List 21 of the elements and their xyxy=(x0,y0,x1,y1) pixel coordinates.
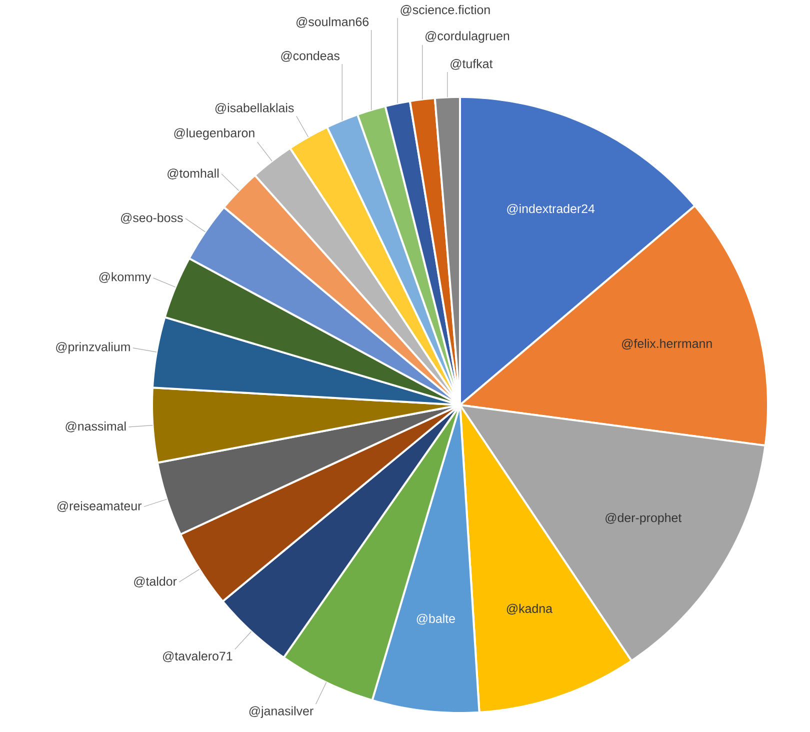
slice-label: @der-prophet xyxy=(606,512,682,525)
slice-label: @tufkat xyxy=(450,59,493,70)
slice-label: @tavalero71 xyxy=(163,651,232,662)
slice-label: @janasilver xyxy=(249,706,314,718)
slice-label: @felix.herrmann xyxy=(622,338,712,350)
slice-label: @kommy xyxy=(99,272,152,284)
slice-label: @nassimal xyxy=(66,422,126,432)
slice-label: @soulman66 xyxy=(296,17,369,28)
slice-label: @science.fiction xyxy=(400,5,490,16)
slice-label: @condeas xyxy=(281,51,340,62)
slice-label: @prinzvalium xyxy=(56,342,130,354)
slice-label: @tomhall xyxy=(168,168,219,180)
slice-label: @cordulagruen xyxy=(426,31,510,43)
slice-label: @balte xyxy=(416,614,455,625)
slice-label: @indextrader24 xyxy=(507,204,595,215)
slice-label: @luegenbaron xyxy=(174,128,254,140)
slice-label: @kadna xyxy=(506,604,552,615)
slice-label: @seo-boss xyxy=(121,213,183,224)
slice-label: @isabellaklais xyxy=(215,103,294,114)
slice-label: @reiseamateur xyxy=(57,501,142,512)
slice-label: @taldor xyxy=(134,576,177,588)
